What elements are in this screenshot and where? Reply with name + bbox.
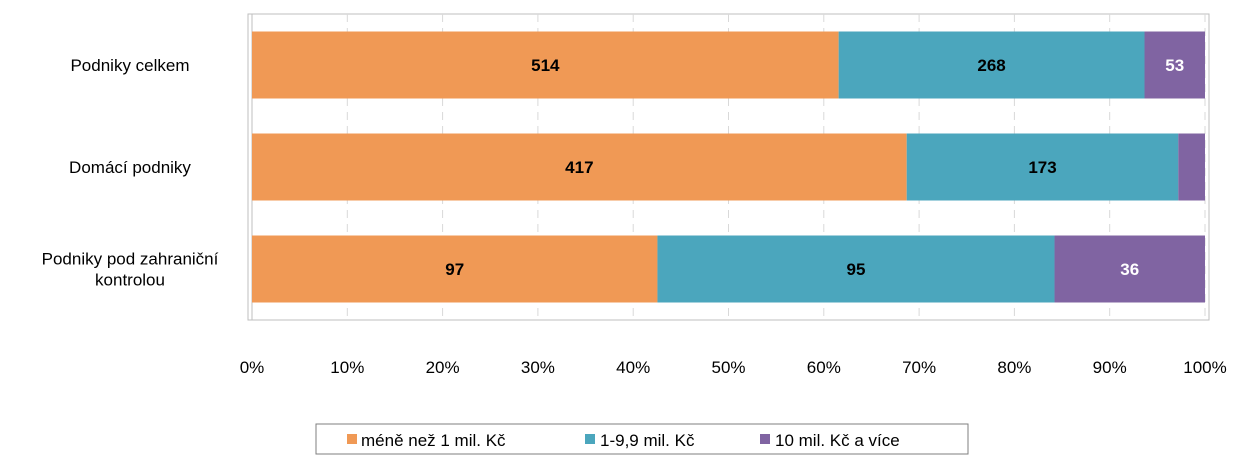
x-axis-ticks: 0% 10% 20% 30% 40% 50% 60% 70% 80% 90% 100% — [240, 358, 1227, 377]
bar-segment — [252, 133, 907, 201]
x-tick-label: 100% — [1183, 358, 1226, 377]
x-tick-label: 20% — [426, 358, 460, 377]
bar-segment — [1054, 235, 1205, 303]
legend-entry: méně než 1 mil. Kč — [361, 431, 506, 450]
data-label: 173 — [1028, 158, 1056, 177]
data-label: 53 — [1165, 56, 1184, 75]
x-tick-label: 30% — [521, 358, 555, 377]
bar-segment — [1178, 133, 1205, 201]
bar-segment — [252, 235, 658, 303]
x-tick-label: 0% — [240, 358, 265, 377]
category-label: Podniky celkem — [70, 56, 189, 75]
x-tick-label: 80% — [997, 358, 1031, 377]
bars — [252, 31, 1205, 303]
category-label: Podniky pod zahraniční — [42, 250, 219, 269]
legend-box — [315, 423, 969, 455]
legend-swatch — [585, 434, 595, 444]
data-label: 95 — [847, 260, 866, 279]
x-tick-label: 60% — [807, 358, 841, 377]
category-labels: Podniky celkem Domácí podniky Podniky pod … — [42, 56, 219, 290]
data-label: 97 — [445, 260, 464, 279]
x-tick-label: 50% — [711, 358, 745, 377]
category-label: kontrolou — [95, 271, 165, 290]
x-tick-label: 10% — [330, 358, 364, 377]
category-label: Domácí podniky — [69, 158, 191, 177]
bar-segment — [906, 133, 1179, 201]
legend-swatch — [760, 434, 770, 444]
legend-entry: 1-9,9 mil. Kč — [600, 431, 695, 450]
bar-segment — [1144, 31, 1205, 99]
data-label: 417 — [565, 158, 593, 177]
data-label: 514 — [531, 56, 560, 75]
bar-segment — [657, 235, 1055, 303]
data-label: 36 — [1120, 260, 1139, 279]
x-tick-label: 90% — [1093, 358, 1127, 377]
x-tick-label: 40% — [616, 358, 650, 377]
bar-segment — [838, 31, 1145, 99]
legend: méně než 1 mil. Kč 1-9,9 mil. Kč 10 mil. K… — [315, 423, 969, 455]
data-labels: 514 268 53 417 173 97 95 36 — [445, 56, 1184, 279]
x-tick-label: 70% — [902, 358, 936, 377]
bar-segment — [252, 31, 839, 99]
data-label: 268 — [977, 56, 1005, 75]
legend-entry: 10 mil. Kč a více — [775, 431, 900, 450]
legend-swatch — [347, 434, 357, 444]
